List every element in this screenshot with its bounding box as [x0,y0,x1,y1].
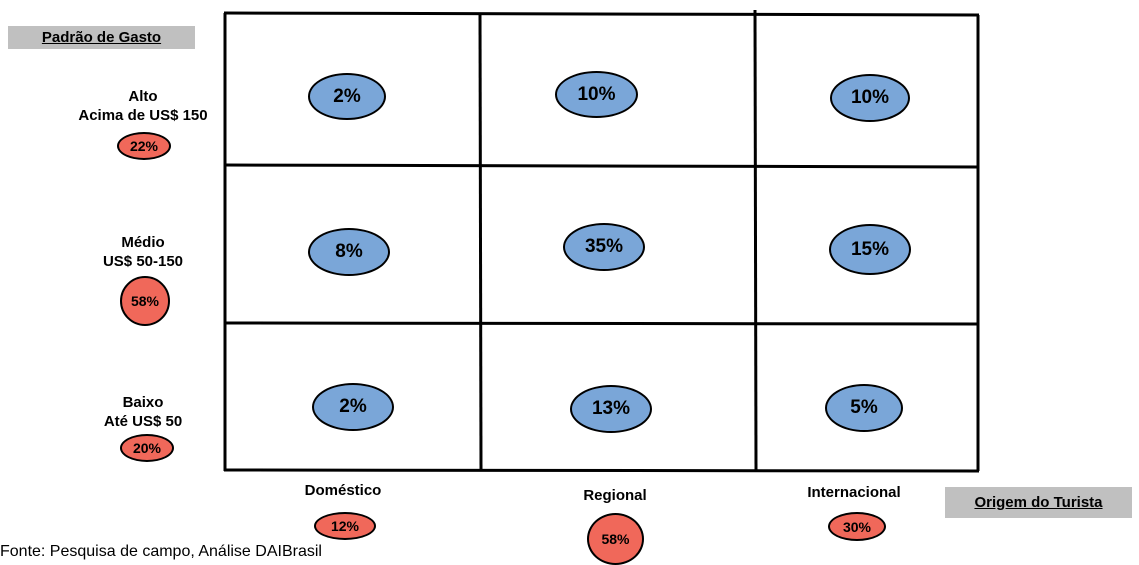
col-total-internacional: 30% [828,512,886,541]
row-label-baixo: Baixo Até US$ 50 [53,393,233,431]
cell-medio-internacional: 15% [829,224,911,275]
col-label-regional: Regional [583,487,647,504]
row-range: Acima de US$ 150 [78,107,208,124]
col-label-domestico: Doméstico [304,482,382,499]
row-label-alto: Alto Acima de US$ 150 [53,87,233,125]
cell-medio-domestico: 8% [308,228,390,276]
source-note: Fonte: Pesquisa de campo, Análise DAIBra… [0,543,322,560]
row-range: US$ 50-150 [102,253,184,270]
grid-col-line-1 [478,12,483,472]
row-range: Até US$ 50 [103,413,183,430]
cell-baixo-internacional: 5% [825,384,903,432]
cell-baixo-regional: 13% [570,385,652,433]
col-label-internacional: Internacional [807,484,901,501]
cell-alto-internacional: 10% [830,74,910,122]
grid-col-line-2 [753,9,758,472]
row-name: Baixo [122,394,164,411]
grid-row-line-1 [223,163,980,169]
row-name: Médio [121,234,165,251]
row-label-medio: Médio US$ 50-150 [53,233,233,271]
cell-alto-regional: 10% [555,71,638,118]
grid-row-line-2 [223,321,980,326]
y-axis-title: Padrão de Gasto [8,26,195,49]
cell-alto-domestico: 2% [308,73,386,120]
cell-medio-regional: 35% [563,223,645,271]
row-name: Alto [128,88,158,105]
col-total-domestico: 12% [314,512,376,540]
col-total-regional: 58% [587,513,644,565]
grid-bottom-line [223,468,980,473]
row-total-baixo: 20% [120,434,174,462]
cell-baixo-domestico: 2% [312,383,394,431]
x-axis-title: Origem do Turista [945,487,1132,518]
grid-top-line [223,11,980,17]
row-total-alto: 22% [117,132,171,160]
row-total-medio: 58% [120,276,170,326]
